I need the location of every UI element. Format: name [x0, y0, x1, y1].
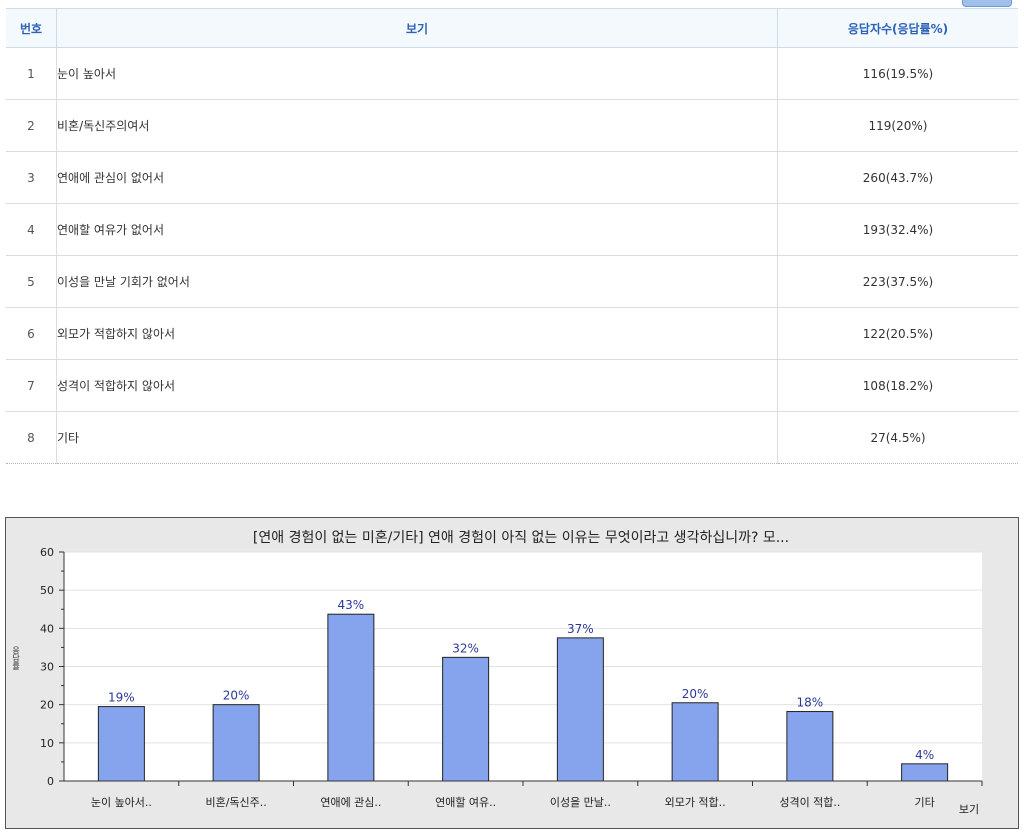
- y-tick-label: 60: [40, 546, 54, 559]
- bar-data-label: 4%: [915, 748, 934, 762]
- bar-data-label: 18%: [797, 696, 824, 710]
- x-category-label: 외모가 적합..: [665, 796, 726, 809]
- row-option: 이성을 만날 기회가 없어서: [56, 255, 778, 308]
- table-header-row: 번호 보기 응답자수(응답률%): [6, 8, 1018, 48]
- row-number: 5: [6, 255, 57, 308]
- row-responses: 223(37.5%): [777, 255, 1018, 308]
- bar-chart: [연애 경험이 없는 미혼/기타] 연애 경험이 아직 없는 이유는 무엇이라고…: [5, 517, 1019, 829]
- y-tick-label: 50: [40, 584, 54, 597]
- row-option: 연애에 관심이 없어서: [56, 151, 778, 204]
- bar-data-label: 43%: [338, 598, 365, 612]
- survey-results-table: 번호 보기 응답자수(응답률%) 1 눈이 높아서 116(19.5%) 2 비혼/독신…: [6, 8, 1018, 464]
- row-number: 2: [6, 99, 57, 152]
- y-tick-label: 40: [40, 622, 54, 635]
- row-number: 4: [6, 203, 57, 256]
- row-responses: 116(19.5%): [777, 47, 1018, 100]
- bar: [442, 656, 490, 782]
- row-option: 성격이 적합하지 않아서: [56, 359, 778, 412]
- bar-data-label: 32%: [452, 641, 479, 655]
- bar-chart-svg: [연애 경험이 없는 미혼/기타] 연애 경험이 아직 없는 이유는 무엇이라고…: [40, 530, 983, 816]
- table-row: 6 외모가 적합하지 않아서 122(20.5%): [6, 307, 1018, 360]
- x-category-label: 비혼/독신주..: [205, 796, 266, 809]
- x-category-label: 눈이 높아서..: [91, 796, 152, 809]
- row-responses: 119(20%): [777, 99, 1018, 152]
- table-row: 7 성격이 적합하지 않아서 108(18.2%): [6, 359, 1018, 412]
- table-row: 3 연애에 관심이 없어서 260(43.7%): [6, 151, 1018, 204]
- row-number: 1: [6, 47, 57, 100]
- top-right-tab[interactable]: [962, 0, 1012, 7]
- y-tick-label: 20: [40, 699, 54, 712]
- bar: [97, 706, 145, 782]
- row-option: 비혼/독신주의여서: [56, 99, 778, 152]
- table-row: 5 이성을 만날 기회가 없어서 223(37.5%): [6, 255, 1018, 308]
- bar: [671, 702, 719, 782]
- header-number: 번호: [6, 8, 57, 48]
- row-responses: 27(4.5%): [777, 411, 1018, 464]
- bar-data-label: 19%: [108, 691, 135, 705]
- row-responses: 122(20.5%): [777, 307, 1018, 360]
- x-category-label: 연애에 관심..: [320, 796, 381, 809]
- row-option: 기타: [56, 411, 778, 464]
- row-option: 외모가 적합하지 않아서: [56, 307, 778, 360]
- bar: [212, 704, 260, 782]
- x-category-label: 이성을 만날..: [550, 796, 611, 809]
- row-option: 눈이 높아서: [56, 47, 778, 100]
- table-row: 4 연애할 여유가 없어서 193(32.4%): [6, 203, 1018, 256]
- row-responses: 108(18.2%): [777, 359, 1018, 412]
- x-category-label: 연애할 여유..: [435, 796, 496, 809]
- row-responses: 193(32.4%): [777, 203, 1018, 256]
- row-number: 6: [6, 307, 57, 360]
- x-category-label: 기타: [915, 796, 935, 809]
- x-axis-title: 보기: [959, 803, 979, 816]
- row-option: 연애할 여유가 없어서: [56, 203, 778, 256]
- bar: [327, 613, 375, 782]
- y-tick-label: 0: [47, 775, 54, 788]
- bar: [556, 637, 604, 782]
- chart-title: [연애 경험이 없는 미혼/기타] 연애 경험이 아직 없는 이유는 무엇이라고…: [253, 530, 789, 546]
- bar: [786, 711, 834, 782]
- y-tick-label: 10: [40, 737, 54, 750]
- row-number: 8: [6, 411, 57, 464]
- row-number: 3: [6, 151, 57, 204]
- bar-data-label: 20%: [223, 689, 250, 703]
- bar-data-label: 20%: [682, 687, 709, 701]
- header-responses: 응답자수(응답률%): [777, 8, 1018, 48]
- table-row: 1 눈이 높아서 116(19.5%): [6, 47, 1018, 100]
- row-number: 7: [6, 359, 57, 412]
- table-row: 2 비혼/독신주의여서 119(20%): [6, 99, 1018, 152]
- x-category-label: 성격이 적합..: [779, 796, 840, 809]
- table-row: 8 기타 27(4.5%): [6, 411, 1018, 464]
- bar-data-label: 37%: [567, 622, 594, 636]
- header-option: 보기: [56, 8, 778, 48]
- y-tick-label: 30: [40, 661, 54, 674]
- bar: [901, 763, 949, 782]
- row-responses: 260(43.7%): [777, 151, 1018, 204]
- y-axis-title: 응답률: [12, 646, 20, 671]
